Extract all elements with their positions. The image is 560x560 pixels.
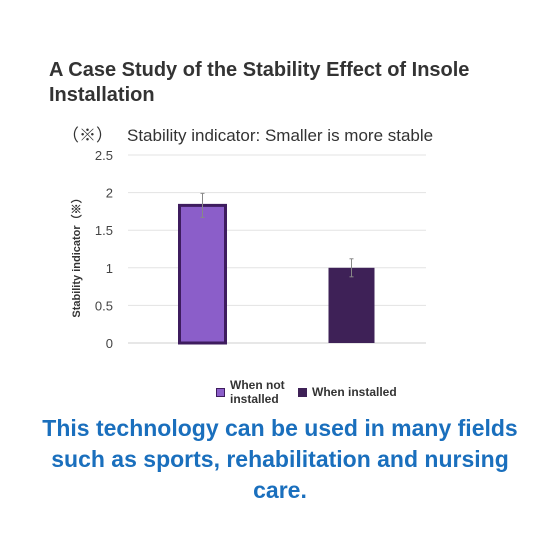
note-text: Stability indicator: Smaller is more sta… — [127, 126, 434, 145]
legend-item-not-installed: When not installed — [216, 378, 292, 406]
y-tick-label: 1.5 — [95, 223, 113, 238]
y-tick-labels: 0 0.5 1 1.5 2 2.5 — [95, 148, 113, 351]
legend-label-installed: When installed — [312, 385, 397, 399]
note-mark: （※） — [62, 126, 113, 145]
footer-message: This technology can be used in many fiel… — [42, 415, 518, 503]
legend-label-not-installed: When not installed — [230, 378, 285, 406]
bar — [328, 267, 375, 343]
y-tick-label: 1 — [106, 261, 113, 276]
y-tick-label: 2 — [106, 186, 113, 201]
stability-note: （※） Stability indicator: Smaller is more … — [62, 121, 433, 146]
y-tick-label: 0 — [106, 336, 113, 351]
y-tick-label: 2.5 — [95, 148, 113, 163]
y-axis-label: Stability indicator（※） — [70, 192, 83, 317]
gridlines — [128, 154, 426, 344]
y-tick-label: 0.5 — [95, 298, 113, 313]
chart-title: A Case Study of the Stability Effect of … — [49, 59, 470, 106]
bars — [178, 203, 375, 345]
legend: When not installed When installed — [216, 378, 403, 406]
error-bar — [349, 258, 354, 278]
legend-item-installed: When installed — [298, 385, 397, 399]
error-bars — [200, 192, 354, 278]
legend-swatch-installed — [298, 387, 307, 397]
bar — [178, 203, 227, 345]
legend-swatch-not-installed — [216, 387, 225, 397]
error-bar — [200, 192, 205, 218]
